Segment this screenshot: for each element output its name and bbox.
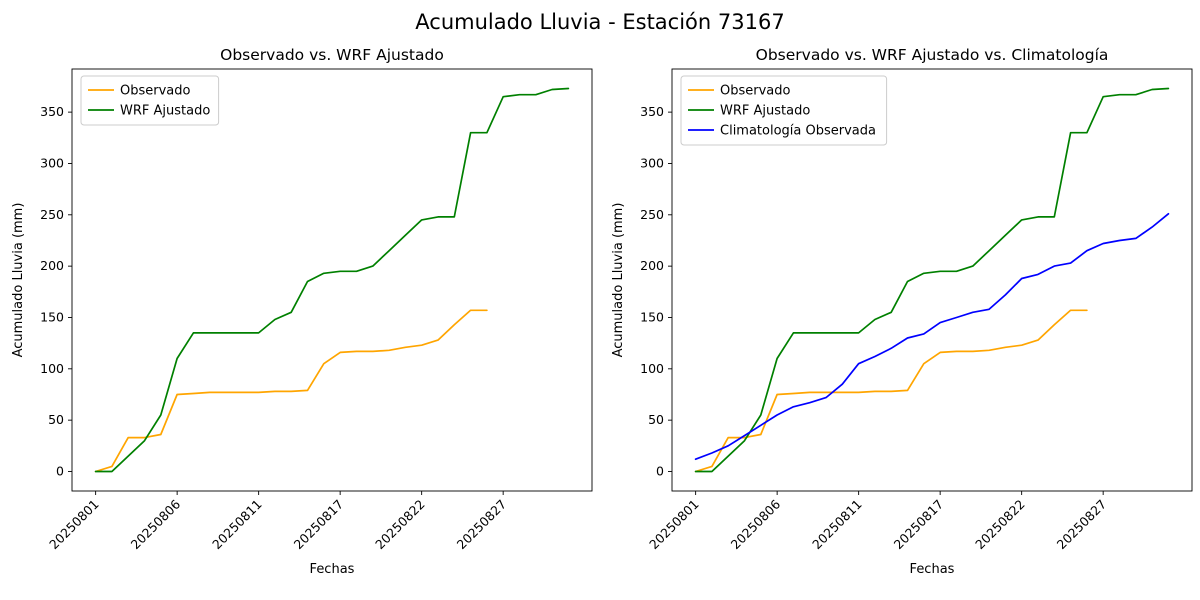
y-tick-label: 300 <box>640 155 664 170</box>
legend-label: Observado <box>720 84 791 99</box>
y-tick-label: 150 <box>640 309 664 324</box>
y-tick-label: 250 <box>640 207 664 222</box>
x-tick-label: 20250817 <box>291 497 347 553</box>
legend-label: WRF Ajustado <box>120 104 210 119</box>
x-tick-label: 20250822 <box>972 497 1028 553</box>
x-tick-label: 20250801 <box>646 497 702 553</box>
series-line-climatolog-a-observada <box>694 212 1170 461</box>
x-axis-label: Fechas <box>910 562 955 577</box>
legend-box <box>80 75 220 126</box>
legend-label: WRF Ajustado <box>720 104 810 119</box>
y-axis-label: Acumulado Lluvia (mm) <box>11 203 26 358</box>
subplot-title: Observado vs. WRF Ajustado vs. Climatolo… <box>756 46 1109 64</box>
series-line-wrf-ajustado <box>94 87 570 473</box>
y-tick-label: 50 <box>48 412 64 427</box>
x-tick-label: 20250822 <box>372 497 428 553</box>
figure-title: Acumulado Lluvia - Estación 73167 <box>415 10 785 34</box>
x-tick-label: 20250801 <box>46 497 102 553</box>
x-tick-label: 20250806 <box>728 496 784 552</box>
x-tick-label: 20250806 <box>128 496 184 552</box>
y-tick-label: 250 <box>40 207 64 222</box>
y-tick-label: 150 <box>40 309 64 324</box>
legend-label: Climatología Observada <box>720 124 876 139</box>
y-tick-label: 300 <box>40 155 64 170</box>
right-plot: Observado vs. WRF Ajustado vs. Climatolo… <box>611 46 1193 577</box>
legend-box <box>680 75 888 146</box>
y-tick-label: 100 <box>640 361 664 376</box>
y-axis-label: Acumulado Lluvia (mm) <box>611 203 626 358</box>
x-tick-label: 20250811 <box>209 497 265 553</box>
series-line-observado <box>694 309 1088 473</box>
y-tick-label: 350 <box>40 104 64 119</box>
series-line-observado <box>94 309 488 473</box>
y-tick-label: 50 <box>648 412 664 427</box>
plot-border <box>71 68 593 492</box>
plot-border <box>671 68 1193 492</box>
x-tick-label: 20250811 <box>809 497 865 553</box>
x-tick-label: 20250827 <box>1054 497 1110 553</box>
left-plot: Observado vs. WRF Ajustado 0 50 100 150 200 25… <box>11 46 593 577</box>
x-tick-label: 20250827 <box>454 497 510 553</box>
y-tick-label: 0 <box>656 463 664 478</box>
x-tick-label: 20250817 <box>891 497 947 553</box>
y-tick-label: 0 <box>56 463 64 478</box>
x-axis-label: Fechas <box>310 562 355 577</box>
y-tick-label: 200 <box>40 258 64 273</box>
subplot-title: Observado vs. WRF Ajustado <box>220 46 444 64</box>
y-tick-label: 200 <box>640 258 664 273</box>
y-tick-label: 350 <box>640 104 664 119</box>
y-tick-label: 100 <box>40 361 64 376</box>
legend-label: Observado <box>120 84 191 99</box>
series-line-wrf-ajustado <box>694 87 1170 473</box>
